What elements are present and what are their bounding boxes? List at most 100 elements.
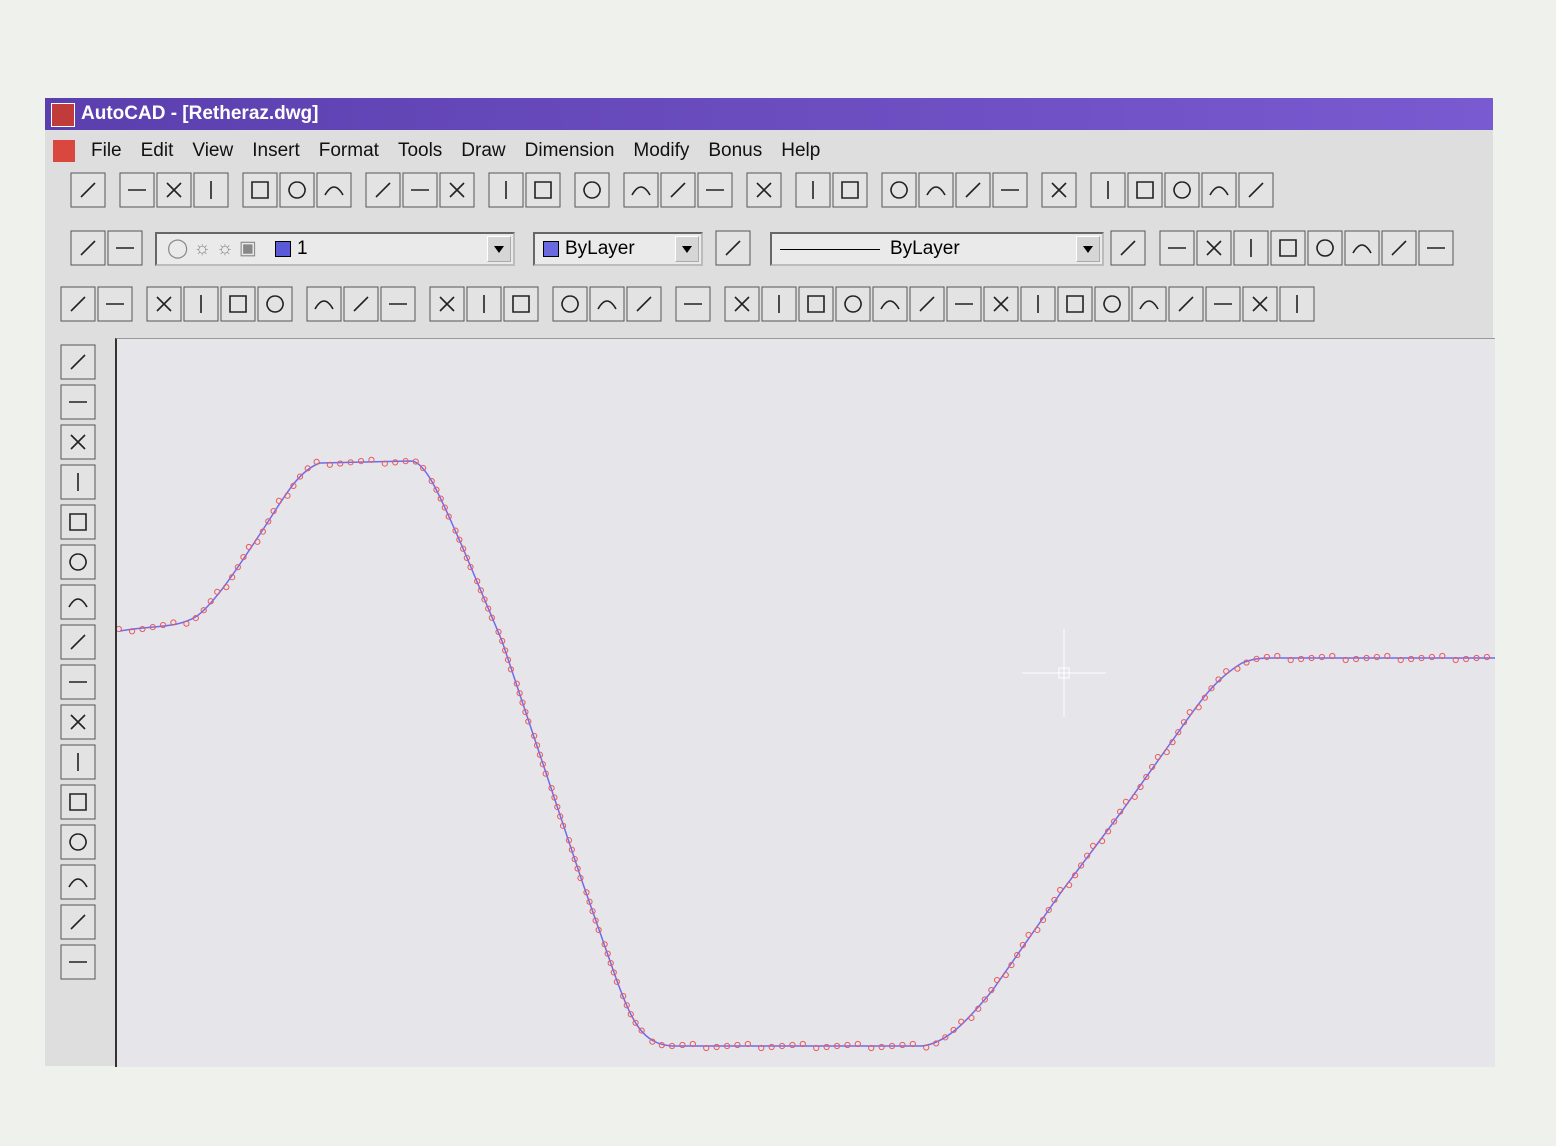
tool-button[interactable] [881, 172, 917, 208]
tool-button[interactable] [835, 286, 871, 322]
tool-button[interactable] [1418, 230, 1454, 266]
tool-button[interactable] [107, 230, 143, 266]
tool-button[interactable] [872, 286, 908, 322]
tool-button[interactable] [365, 172, 401, 208]
linetype-combo[interactable]: ByLayer [770, 232, 1104, 266]
tool-button[interactable] [1131, 286, 1167, 322]
tool-button[interactable] [1270, 230, 1306, 266]
tool-button[interactable] [343, 286, 379, 322]
menu-item[interactable]: Insert [252, 140, 300, 161]
tool-button[interactable] [60, 944, 96, 980]
tool-button[interactable] [525, 172, 561, 208]
tool-button[interactable] [70, 230, 106, 266]
tool-button[interactable] [1381, 230, 1417, 266]
tool-button[interactable] [220, 286, 256, 322]
tool-button[interactable] [439, 172, 475, 208]
menu-item[interactable]: Bonus [708, 140, 763, 161]
tool-button[interactable] [1205, 286, 1241, 322]
tool-button[interactable] [1238, 172, 1274, 208]
tool-button[interactable] [1041, 172, 1077, 208]
tool-button[interactable] [675, 286, 711, 322]
tool-button[interactable] [715, 230, 751, 266]
tool-button[interactable] [1344, 230, 1380, 266]
tool-button[interactable] [60, 504, 96, 540]
tool-button[interactable] [1233, 230, 1269, 266]
tool-button[interactable] [909, 286, 945, 322]
tool-button[interactable] [1159, 230, 1195, 266]
tool-button[interactable] [97, 286, 133, 322]
dropdown-arrow[interactable] [1076, 236, 1100, 262]
tool-button[interactable] [574, 172, 610, 208]
tool-button[interactable] [380, 286, 416, 322]
tool-button[interactable] [1094, 286, 1130, 322]
dropdown-arrow[interactable] [487, 236, 511, 262]
tool-button[interactable] [1164, 172, 1200, 208]
tool-button[interactable] [724, 286, 760, 322]
color-combo[interactable]: ByLayer [533, 232, 703, 266]
tool-button[interactable] [306, 286, 342, 322]
tool-button[interactable] [1168, 286, 1204, 322]
menu-item[interactable]: Tools [397, 140, 443, 161]
tool-button[interactable] [60, 384, 96, 420]
tool-button[interactable] [60, 464, 96, 500]
tool-button[interactable] [697, 172, 733, 208]
tool-button[interactable] [242, 172, 278, 208]
tool-button[interactable] [466, 286, 502, 322]
tool-button[interactable] [1127, 172, 1163, 208]
menu-item[interactable]: Modify [633, 140, 690, 161]
menu-item[interactable]: Format [318, 140, 379, 161]
tool-button[interactable] [795, 172, 831, 208]
tool-button[interactable] [60, 286, 96, 322]
tool-button[interactable] [992, 172, 1028, 208]
tool-button[interactable] [70, 172, 106, 208]
tool-button[interactable] [503, 286, 539, 322]
tool-button[interactable] [1090, 172, 1126, 208]
tool-button[interactable] [60, 864, 96, 900]
tool-button[interactable] [279, 172, 315, 208]
menu-item[interactable]: View [192, 140, 234, 161]
tool-button[interactable] [60, 624, 96, 660]
tool-button[interactable] [60, 904, 96, 940]
tool-button[interactable] [60, 544, 96, 580]
tool-button[interactable] [60, 664, 96, 700]
tool-button[interactable] [183, 286, 219, 322]
tool-button[interactable] [1020, 286, 1056, 322]
tool-button[interactable] [1279, 286, 1315, 322]
tool-button[interactable] [60, 424, 96, 460]
tool-button[interactable] [257, 286, 293, 322]
tool-button[interactable] [60, 704, 96, 740]
tool-button[interactable] [660, 172, 696, 208]
tool-button[interactable] [1307, 230, 1343, 266]
dropdown-arrow[interactable] [675, 236, 699, 262]
tool-button[interactable] [761, 286, 797, 322]
menu-item[interactable]: File [91, 140, 122, 161]
tool-button[interactable] [918, 172, 954, 208]
tool-button[interactable] [402, 172, 438, 208]
tool-button[interactable] [746, 172, 782, 208]
tool-button[interactable] [193, 172, 229, 208]
tool-button[interactable] [488, 172, 524, 208]
menu-item[interactable]: Edit [140, 140, 174, 161]
tool-button[interactable] [983, 286, 1019, 322]
tool-button[interactable] [146, 286, 182, 322]
tool-button[interactable] [589, 286, 625, 322]
tool-button[interactable] [156, 172, 192, 208]
tool-button[interactable] [552, 286, 588, 322]
drawing-area[interactable] [115, 338, 1495, 1067]
menu-item[interactable]: Dimension [524, 140, 615, 161]
menu-item[interactable]: Draw [461, 140, 506, 161]
layer-combo[interactable]: ◯ ☼ ☼ ▣ 1 [155, 232, 515, 266]
tool-button[interactable] [60, 784, 96, 820]
tool-button[interactable] [798, 286, 834, 322]
tool-button[interactable] [623, 172, 659, 208]
tool-button[interactable] [316, 172, 352, 208]
tool-button[interactable] [832, 172, 868, 208]
tool-button[interactable] [1110, 230, 1146, 266]
menu-item[interactable]: Help [781, 140, 821, 161]
tool-button[interactable] [429, 286, 465, 322]
tool-button[interactable] [60, 584, 96, 620]
tool-button[interactable] [1196, 230, 1232, 266]
tool-button[interactable] [946, 286, 982, 322]
tool-button[interactable] [626, 286, 662, 322]
tool-button[interactable] [60, 824, 96, 860]
